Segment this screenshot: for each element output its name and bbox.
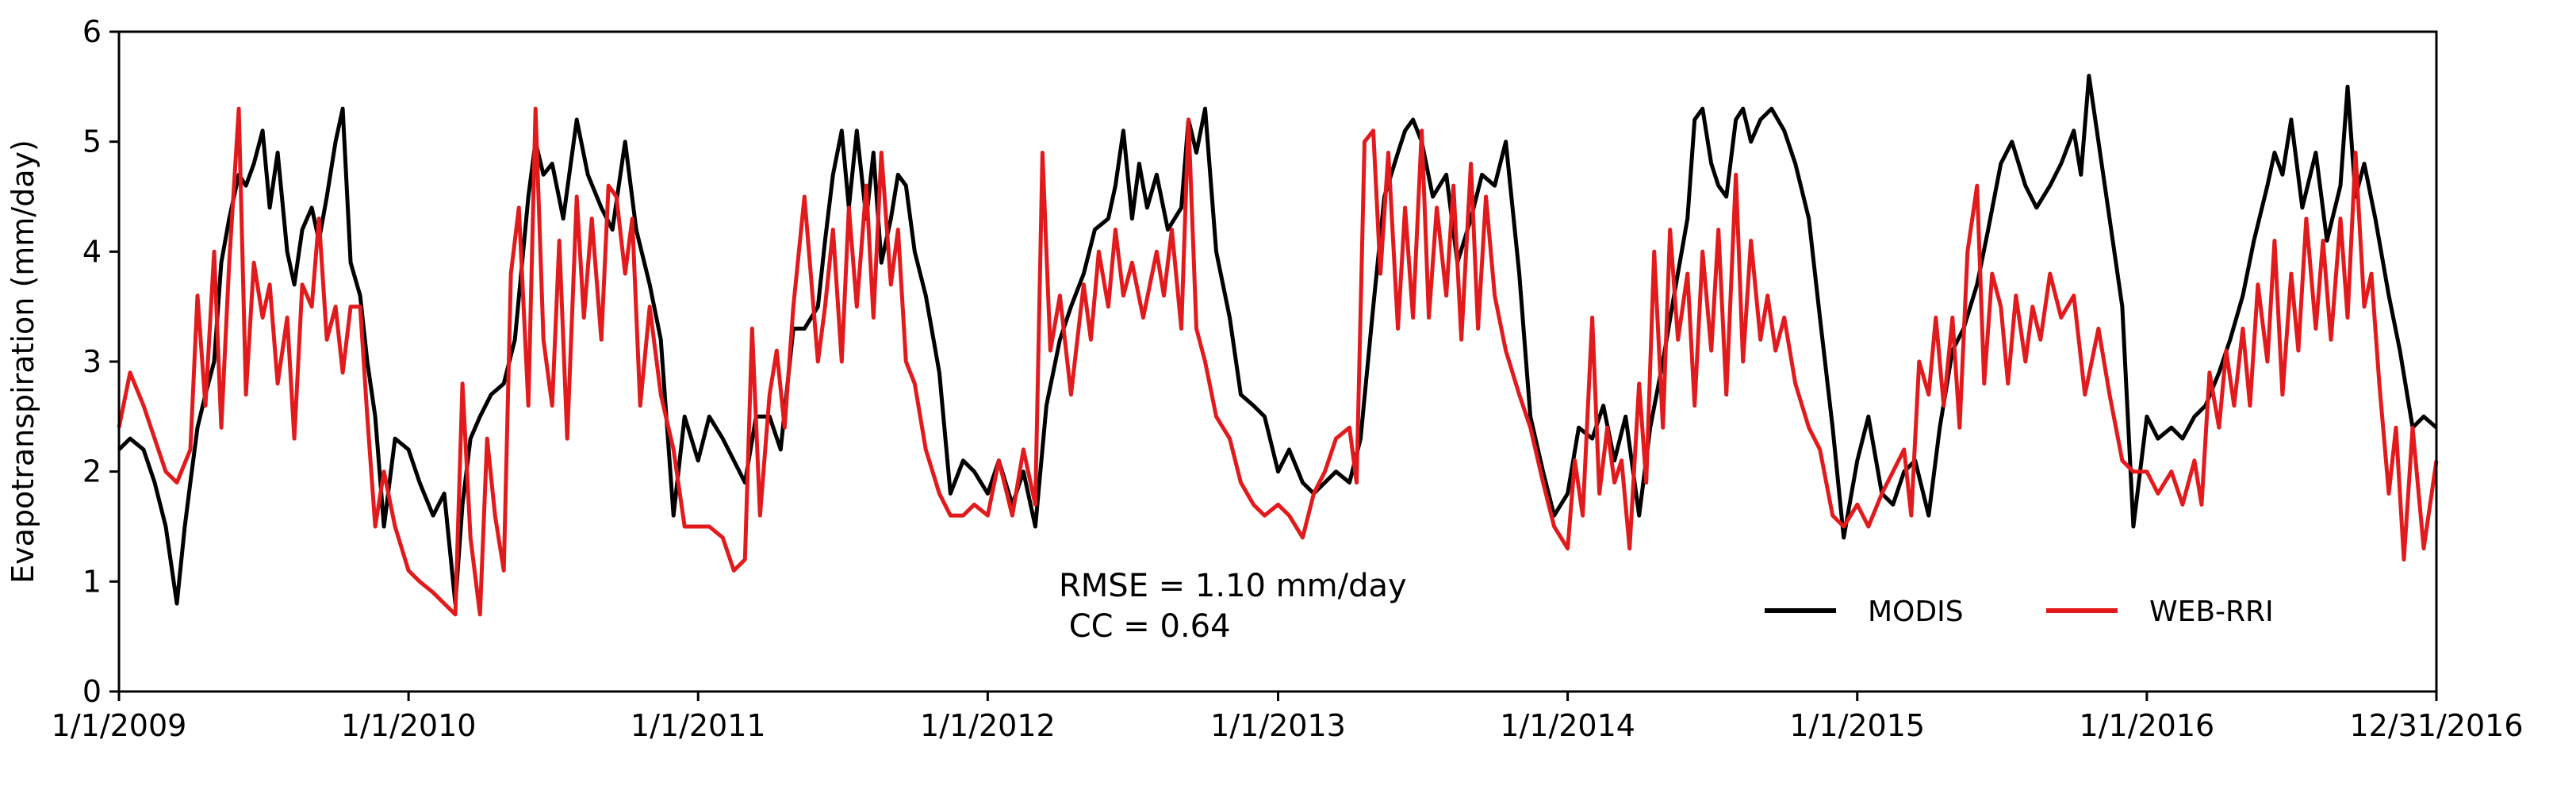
y-tick-label: 1 <box>82 564 102 599</box>
x-tick-label: 1/1/2011 <box>631 708 766 743</box>
legend-label-web-rri: WEB-RRI <box>2149 596 2274 628</box>
plot-frame <box>117 30 2438 693</box>
y-tick-label: 5 <box>82 125 102 159</box>
tick-layer: 0 1 2 3 4 5 6 1/1/2009 1/1/2010 1/1/2011 1/1/2012 1… <box>52 14 2524 743</box>
x-tick-label: 1/1/2014 <box>1500 708 1635 743</box>
cc-annotation: CC = 0.64 <box>1059 608 1231 645</box>
series-line-modis <box>117 74 2438 606</box>
x-tick-label: 1/1/2015 <box>1789 708 1925 743</box>
y-axis-label: Evapotranspiration (mm/day) <box>6 140 40 584</box>
x-tick-label: 12/31/2016 <box>2349 708 2523 743</box>
rmse-annotation: RMSE = 1.10 mm/day <box>1059 568 1407 604</box>
legend: MODIS WEB-RRI <box>1765 596 2274 628</box>
x-tick-label: 1/1/2010 <box>341 708 477 743</box>
y-tick-label: 6 <box>82 14 102 49</box>
series-layer <box>117 74 2439 617</box>
y-tick-label: 3 <box>82 344 102 379</box>
x-tick-label: 1/1/2016 <box>2080 708 2215 743</box>
legend-label-modis: MODIS <box>1868 596 1964 628</box>
y-tick-label: 4 <box>82 234 102 269</box>
series-line-web-rri <box>117 106 2439 617</box>
x-tick-label: 1/1/2012 <box>920 708 1056 743</box>
y-tick-label: 2 <box>82 454 102 489</box>
y-tick-label: 0 <box>82 674 102 709</box>
x-tick-label: 1/1/2009 <box>52 708 187 743</box>
x-tick-label: 1/1/2013 <box>1210 708 1346 743</box>
